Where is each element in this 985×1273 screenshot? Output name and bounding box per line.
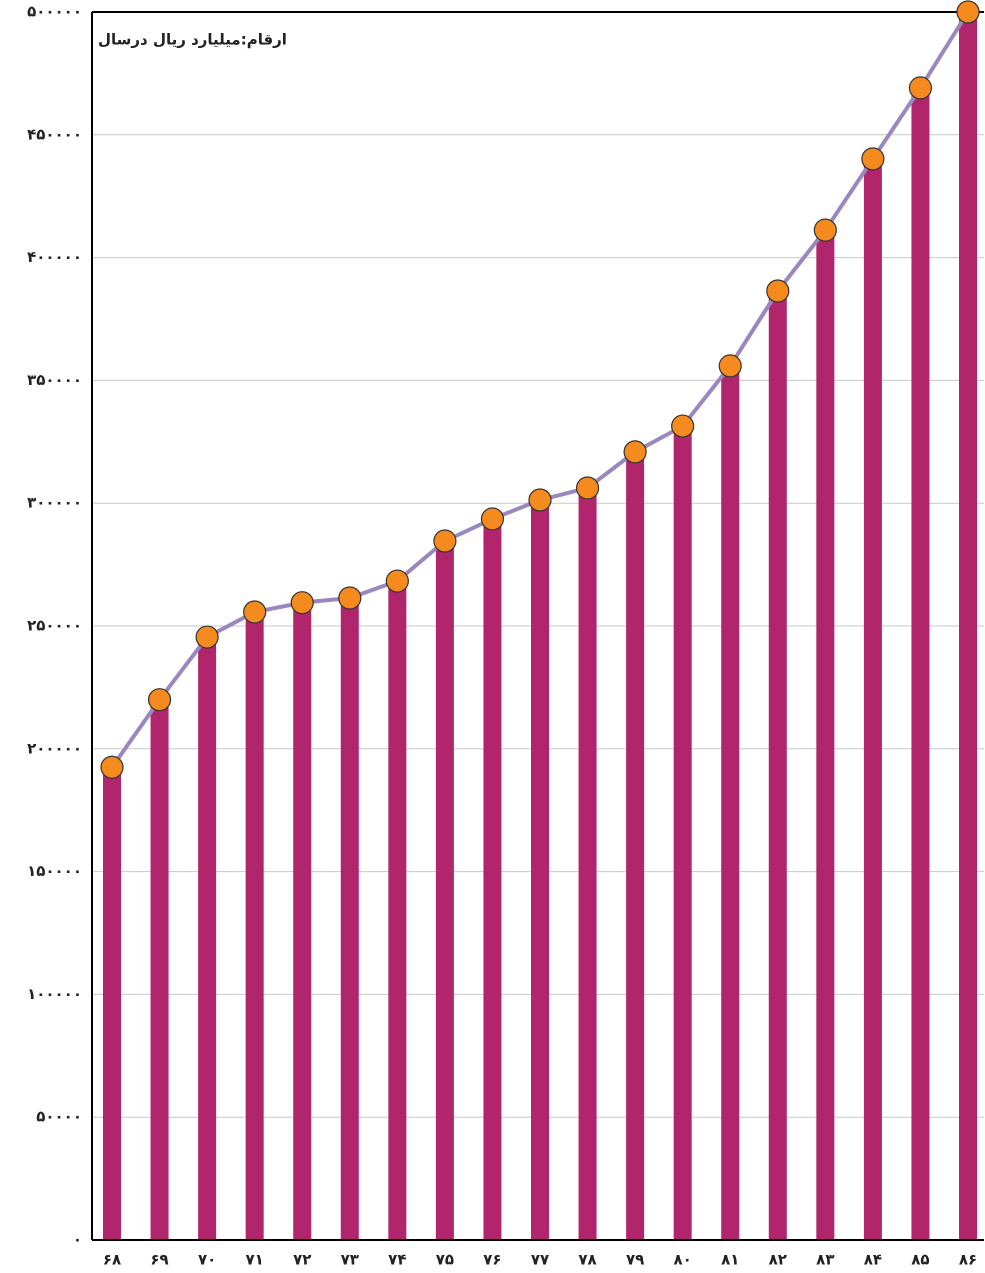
x-tick-label: ۸۱ bbox=[721, 1251, 739, 1269]
bar bbox=[721, 365, 740, 1240]
marker bbox=[433, 529, 457, 553]
y-tick-label: ۲۵۰۰۰۰ bbox=[27, 617, 82, 635]
marker bbox=[575, 476, 600, 500]
bar bbox=[103, 767, 121, 1240]
x-tick-label: ۶۸ bbox=[103, 1251, 121, 1269]
bar bbox=[531, 500, 549, 1240]
marker bbox=[861, 147, 885, 171]
chart-title: ارقام:میلیارد ریال درسال bbox=[98, 31, 287, 49]
y-tick-label: ۱۰۰۰۰۰ bbox=[27, 985, 82, 1003]
marker bbox=[338, 586, 362, 610]
x-tick-label: ۷۵ bbox=[436, 1251, 454, 1269]
x-tick-label: ۷۹ bbox=[626, 1251, 644, 1269]
bar bbox=[673, 426, 692, 1240]
y-tick-label: ۵۰۰۰۰ bbox=[36, 1108, 82, 1126]
y-tick-label: ۳۰۰۰۰۰ bbox=[27, 494, 82, 512]
marker bbox=[290, 591, 314, 615]
bar bbox=[198, 637, 217, 1240]
bar bbox=[816, 230, 835, 1241]
x-tick-label: ۷۸ bbox=[578, 1251, 596, 1269]
bar bbox=[911, 87, 930, 1241]
x-tick-label: ۷۶ bbox=[483, 1251, 501, 1269]
marker bbox=[956, 0, 980, 24]
x-tick-label: ۸۶ bbox=[959, 1251, 977, 1269]
x-tick-label: ۷۷ bbox=[531, 1251, 549, 1269]
bar bbox=[245, 612, 264, 1240]
y-tick-label: ۰ bbox=[73, 1231, 82, 1249]
marker bbox=[480, 507, 505, 531]
marker bbox=[813, 218, 837, 242]
marker bbox=[195, 625, 219, 649]
x-tick-label: ۷۴ bbox=[388, 1251, 406, 1269]
bar bbox=[626, 451, 645, 1240]
marker bbox=[766, 279, 790, 303]
marker bbox=[243, 600, 267, 624]
bar bbox=[483, 518, 502, 1240]
x-tick-label: ۷۳ bbox=[341, 1251, 359, 1269]
y-tick-label: ۲۰۰۰۰۰ bbox=[27, 739, 82, 757]
x-tick-label: ۷۱ bbox=[246, 1251, 264, 1269]
bar bbox=[578, 487, 597, 1241]
bar bbox=[863, 158, 882, 1241]
x-tick-label: ۷۲ bbox=[293, 1251, 311, 1269]
bar bbox=[150, 699, 169, 1240]
marker bbox=[718, 354, 742, 378]
bar bbox=[388, 581, 407, 1240]
y-tick-label: ۵۰۰۰۰۰ bbox=[27, 3, 82, 21]
y-tick-label: ۳۵۰۰۰۰ bbox=[27, 371, 82, 389]
marker bbox=[100, 755, 124, 779]
y-tick-label: ۴۵۰۰۰۰ bbox=[27, 125, 82, 143]
marker bbox=[528, 488, 552, 512]
y-tick-label: ۴۰۰۰۰۰ bbox=[27, 248, 82, 266]
marker bbox=[385, 569, 409, 593]
bar bbox=[768, 291, 787, 1240]
bar bbox=[959, 12, 977, 1240]
y-tick-label: ۱۵۰۰۰۰ bbox=[27, 862, 82, 880]
bar bbox=[340, 598, 359, 1240]
x-tick-label: ۸۰ bbox=[674, 1251, 692, 1269]
x-tick-label: ۶۹ bbox=[150, 1251, 168, 1269]
marker bbox=[147, 688, 172, 712]
marker bbox=[908, 76, 933, 100]
x-tick-label: ۸۳ bbox=[816, 1251, 834, 1269]
bar bbox=[293, 602, 312, 1240]
x-tick-label: ۸۴ bbox=[864, 1251, 882, 1269]
marker bbox=[671, 414, 695, 438]
x-tick-label: ۸۲ bbox=[769, 1251, 787, 1269]
x-tick-label: ۸۵ bbox=[911, 1251, 929, 1269]
x-tick-label: ۷۰ bbox=[198, 1251, 216, 1269]
bar bbox=[435, 541, 454, 1240]
marker bbox=[623, 440, 647, 464]
